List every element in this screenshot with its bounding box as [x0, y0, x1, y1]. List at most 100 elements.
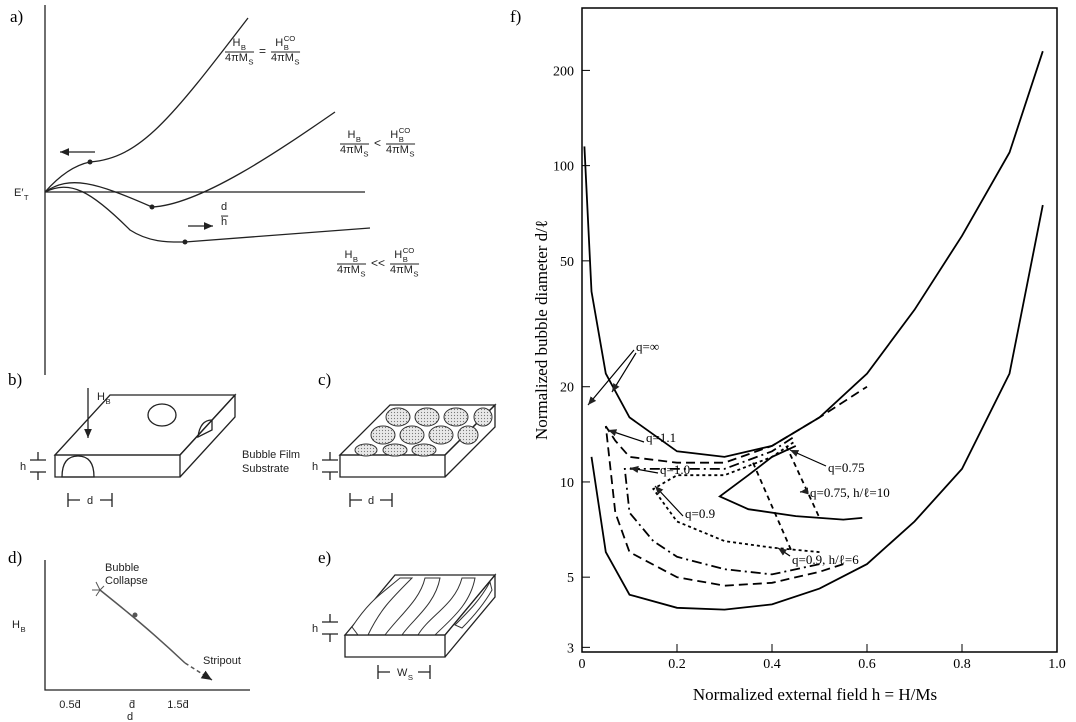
subscript: S	[413, 270, 418, 279]
thickness-label: h	[312, 623, 318, 635]
stripes	[351, 577, 493, 636]
annotation-arrow	[629, 465, 659, 474]
dot	[149, 204, 155, 210]
panel-label: d)	[8, 548, 22, 567]
subscript: B	[284, 43, 289, 52]
symbol: H	[232, 37, 240, 49]
dimension-marks	[322, 452, 393, 507]
panel-label: e)	[318, 548, 331, 567]
slab-side	[54, 393, 236, 478]
bubble	[197, 419, 213, 439]
curve-label: q=1.1	[646, 430, 676, 445]
numerator: H BCO	[394, 246, 414, 264]
bubble	[147, 403, 177, 427]
curve	[752, 462, 792, 551]
panel-label: a)	[10, 7, 23, 26]
symbol: 4πM	[390, 264, 413, 276]
curve	[604, 385, 868, 587]
curve-label: q=0.75, h/ℓ=10	[810, 485, 890, 500]
denominator: 4πM S	[340, 144, 369, 159]
symbol: d	[221, 201, 227, 213]
annotation-arrow	[777, 547, 791, 557]
x-tick-label: 0.8	[953, 657, 971, 672]
x-label: d	[127, 711, 133, 722]
symbol: H	[97, 391, 105, 403]
symbol: 4πM	[386, 144, 409, 156]
x-tick-label: d̄	[129, 699, 135, 711]
x-tick-label: 0.4	[763, 657, 781, 672]
subscript: S	[408, 673, 413, 682]
y-tick-label: 200	[553, 64, 574, 79]
bubble-array	[354, 407, 493, 457]
symbol: H	[344, 249, 352, 261]
burst	[92, 581, 105, 597]
x-tick-label: 0.5d̄	[59, 699, 80, 711]
annotation-arrow	[611, 352, 637, 393]
curve	[44, 186, 371, 243]
symbol: H	[347, 129, 355, 141]
subscript: B	[241, 43, 246, 52]
thickness-label: h	[20, 461, 26, 473]
denominator: 4πM S	[390, 264, 419, 279]
symbol: E′	[14, 187, 23, 199]
panel-label: c)	[318, 370, 331, 389]
subscript: S	[409, 150, 414, 159]
subscript: S	[360, 270, 365, 279]
diameter-label: d	[368, 495, 374, 507]
denominator: 4πM S	[271, 52, 300, 67]
annotation-arrow	[587, 349, 635, 406]
numerator: H BCO	[275, 34, 295, 52]
relation-operator: <	[374, 136, 381, 150]
slab-side	[344, 573, 496, 658]
y-tick-label: 3	[567, 641, 574, 656]
curve-label: q=0.75	[828, 460, 865, 475]
curve-label: q=1.0	[660, 462, 690, 477]
subscript: T	[24, 193, 29, 202]
denominator: 4πM S	[386, 144, 415, 159]
curve-label: q=0.9	[685, 506, 715, 521]
y-tick-label: 10	[560, 476, 574, 491]
curve	[623, 434, 820, 576]
film-label: Bubble Film	[242, 449, 300, 461]
denominator: 4πM S	[225, 52, 254, 67]
symbol: W	[397, 667, 408, 679]
fraction: dh	[221, 201, 229, 228]
y-tick-label: 100	[553, 160, 574, 175]
denominator: 4πM S	[337, 264, 366, 279]
curve	[99, 589, 186, 664]
diameter-label: d	[87, 495, 93, 507]
thickness-label: h	[312, 461, 318, 473]
subscript: B	[20, 625, 25, 634]
y-axis-title: Normalized bubble diameter d/ℓ	[532, 220, 551, 440]
superscript: CO	[403, 246, 415, 255]
plot-frame	[581, 7, 1058, 653]
curve	[184, 662, 213, 681]
annotation-arrow	[654, 485, 684, 517]
numerator: H BCO	[390, 126, 410, 144]
panel-c: c) h d	[312, 370, 497, 507]
dimension-marks	[322, 614, 431, 679]
dot	[87, 159, 93, 165]
dot	[132, 612, 138, 618]
subscript: B	[403, 255, 408, 264]
diameter-marks	[67, 493, 113, 507]
curve-label: q=∞	[636, 339, 659, 354]
annotation-arrow	[789, 449, 827, 467]
subscript: S	[248, 58, 253, 67]
superscript: CO	[284, 34, 296, 43]
x-tick-label: 0	[579, 657, 586, 672]
x-tick-label: 1.5d̄	[167, 699, 188, 711]
symbol: h	[221, 216, 227, 228]
relation-operator: <<	[371, 256, 385, 270]
panel-f: f) Normalized external field h = H/Ms No…	[510, 7, 1066, 704]
curve	[44, 111, 336, 208]
curve	[583, 50, 1044, 611]
